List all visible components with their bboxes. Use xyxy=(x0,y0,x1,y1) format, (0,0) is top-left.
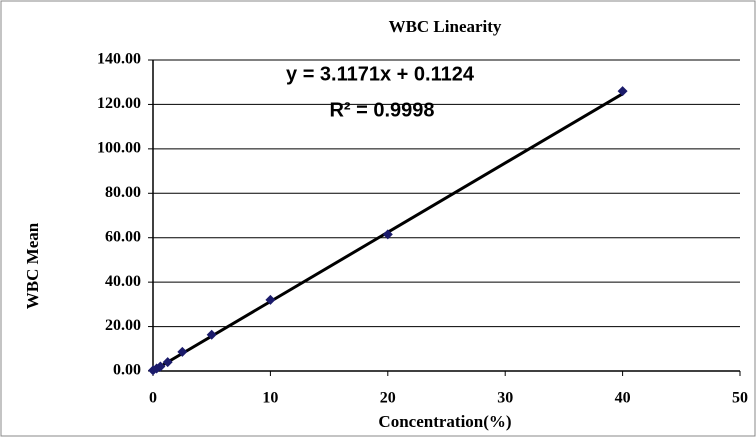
x-tick-label: 50 xyxy=(732,390,748,407)
x-tick-label: 20 xyxy=(380,390,396,407)
y-tick-label: 60.00 xyxy=(105,228,141,245)
trendline-equation: y = 3.1171x + 0.1124 xyxy=(286,63,475,85)
data-point xyxy=(155,361,166,372)
data-point xyxy=(617,86,628,97)
y-tick-label: 120.00 xyxy=(97,95,141,112)
data-point xyxy=(177,346,188,357)
x-tick-label: 0 xyxy=(149,390,157,407)
data-point xyxy=(265,294,276,305)
y-tick-label: 40.00 xyxy=(105,273,141,290)
r-squared: R² = 0.9998 xyxy=(329,99,434,121)
y-tick-label: 20.00 xyxy=(105,317,141,334)
data-point xyxy=(162,357,173,368)
x-tick-label: 10 xyxy=(262,390,278,407)
y-tick-label: 100.00 xyxy=(97,140,141,157)
y-tick-label: 140.00 xyxy=(97,51,141,68)
y-tick-label: 0.00 xyxy=(113,362,141,379)
x-axis-label: Concentration(%) xyxy=(378,412,511,431)
data-point xyxy=(382,229,393,240)
chart-title: WBC Linearity xyxy=(389,17,502,36)
y-tick-label: 80.00 xyxy=(105,184,141,201)
x-tick-label: 30 xyxy=(497,390,513,407)
x-tick-label: 40 xyxy=(615,390,631,407)
y-axis-label: WBC Mean xyxy=(23,222,42,309)
data-point xyxy=(206,329,217,340)
